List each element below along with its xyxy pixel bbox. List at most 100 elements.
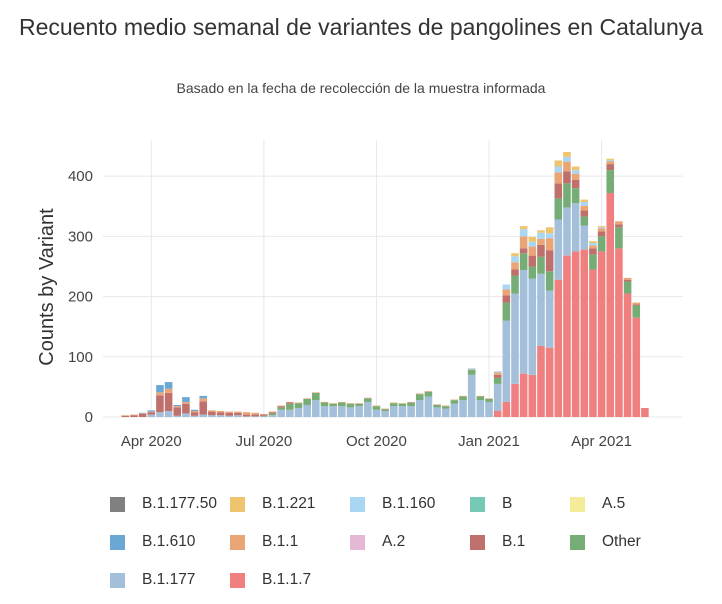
bar-segment-b-1-1-7 — [528, 374, 537, 417]
bar-segment-b-1-1-7 — [623, 293, 632, 417]
bar-segment-b-1-1-7 — [563, 255, 571, 417]
bar-segment-b-1-177 — [476, 400, 485, 417]
chart-subtitle: Basado en la fecha de recolección de la … — [176, 80, 546, 96]
bar-segment-b-1 — [216, 412, 225, 416]
bar-segment-b-1-1 — [286, 401, 294, 403]
bar-segment-b-1-1 — [338, 401, 346, 403]
legend-label: B.1.221 — [262, 495, 316, 512]
bar-segment-b-1-177 — [450, 403, 459, 417]
bar-segment-b-1-160 — [571, 170, 580, 174]
y-tick-label: 200 — [68, 289, 93, 306]
bar-segment-b-1-177 — [372, 409, 381, 417]
bars — [121, 152, 649, 417]
bar-segment-b-1 — [268, 412, 277, 414]
bar-segment-b-1-1 — [242, 412, 251, 415]
bar-segment-b-1-1-7 — [632, 317, 641, 417]
legend-item[interactable]: Other — [570, 533, 641, 551]
legend-item[interactable]: A.5 — [570, 495, 625, 513]
bar-segment-b-1-160 — [467, 368, 476, 370]
bar-segment-b-1-160 — [493, 371, 502, 373]
bar-segment-b-1 — [589, 248, 597, 255]
bar-segment-other — [312, 392, 320, 401]
bar-segment-other — [615, 227, 623, 249]
bar-segment-b-1-221 — [511, 253, 519, 257]
legend-item[interactable]: B.1.177.50 — [110, 495, 217, 513]
bar-segment-b-1-1 — [554, 172, 563, 184]
bar-segment-b-1-1-7 — [554, 279, 563, 417]
bar-segment-b-1 — [571, 179, 580, 189]
bar-segment-b-1-1 — [147, 411, 156, 413]
bar-segment-other — [303, 398, 311, 405]
bar-segment-other — [632, 305, 641, 318]
y-axis-label: Counts by Variant — [36, 208, 58, 366]
legend-label: B.1.1 — [262, 533, 299, 550]
legend-item[interactable]: B.1.221 — [230, 495, 315, 513]
bar-segment-b-1 — [554, 183, 563, 199]
bar-segment-b-1-1 — [234, 411, 242, 413]
bar-segment-other — [372, 406, 381, 410]
legend-label: B.1.177.50 — [142, 495, 217, 512]
legend-label: A.2 — [382, 533, 406, 550]
bar-segment-b-1-1 — [467, 369, 476, 371]
bar-segment-b-1-1 — [519, 236, 528, 249]
bar-segment-other — [459, 396, 467, 401]
bar-segment-b-1-1 — [502, 289, 511, 296]
bar-segment-other — [519, 253, 528, 271]
bar-segment-b-1-160 — [580, 202, 589, 206]
x-tick-label: Jan 2021 — [458, 433, 520, 450]
bar-segment-b-1 — [528, 255, 537, 267]
bar-segment-b-1-221 — [606, 158, 615, 160]
legend-swatch — [230, 534, 245, 550]
legend-item[interactable]: B.1 — [470, 533, 525, 551]
bar-segment-b-1-177 — [260, 416, 268, 417]
legend-item[interactable]: B — [470, 495, 512, 513]
legend-item[interactable]: A.2 — [350, 533, 405, 551]
legend-label: B.1.177 — [142, 571, 196, 588]
bar-segment-b-1-1 — [121, 415, 130, 416]
bar-segment-b-1-1 — [268, 411, 277, 413]
legend-item[interactable]: B.1.1.7 — [230, 571, 311, 589]
legend-swatch — [230, 496, 245, 512]
bar-segment-b-1-1 — [580, 205, 589, 211]
bar-segment-b-1-177 — [528, 278, 537, 375]
legend-swatch — [570, 496, 585, 512]
bar-segment-b-1-1 — [589, 245, 597, 249]
bar-segment-b-1-177 — [502, 320, 511, 402]
bar-segment-b-1-221 — [589, 241, 597, 243]
legend-label: B — [502, 495, 513, 512]
bar-segment-b-1-1-7 — [537, 345, 545, 417]
bar-segment-b-1-1 — [164, 388, 173, 393]
bar-segment-b-1-1 — [173, 406, 182, 408]
bar-segment-b-1 — [173, 407, 182, 416]
bar-segment-other — [589, 254, 597, 270]
bar-segment-b-1 — [286, 402, 294, 404]
bar-segment-other — [363, 398, 372, 402]
legend-item[interactable]: B.1.160 — [350, 495, 435, 513]
legend-item[interactable]: B.1.177 — [110, 571, 195, 589]
bar-segment-b-1 — [156, 395, 164, 413]
bar-segment-b-1 — [251, 414, 259, 417]
bar-segment-b-1-221 — [519, 226, 528, 230]
legend-swatch — [110, 534, 125, 550]
bar-segment-b-1-160 — [545, 233, 554, 239]
legend-item[interactable]: B.1.610 — [110, 533, 195, 551]
bar-segment-b-1-177 — [389, 406, 398, 417]
bar-segment-other — [511, 275, 519, 294]
bar-segment-other — [294, 403, 303, 408]
legend-swatch — [470, 496, 485, 512]
bar-segment-b-1-177 — [346, 407, 355, 417]
bar-segment-b-1 — [260, 414, 268, 416]
bar-segment-b-1-177 — [338, 406, 346, 417]
bar-segment-b-1 — [164, 392, 173, 411]
bar-segment-b-1-177 — [277, 409, 285, 417]
x-tick-label: Oct 2020 — [346, 433, 407, 450]
chart-title: Recuento medio semanal de variantes de p… — [18, 14, 704, 40]
legend-item[interactable]: B.1.1 — [230, 533, 298, 551]
legend-swatch — [470, 534, 485, 550]
bar-segment-b-1-177 — [571, 203, 580, 252]
bar-segment-b-1-177 — [467, 374, 476, 417]
x-tick-label: Apr 2020 — [121, 433, 182, 450]
bar-segment-other — [476, 396, 485, 401]
bar-segment-b-1-177 — [415, 400, 424, 417]
